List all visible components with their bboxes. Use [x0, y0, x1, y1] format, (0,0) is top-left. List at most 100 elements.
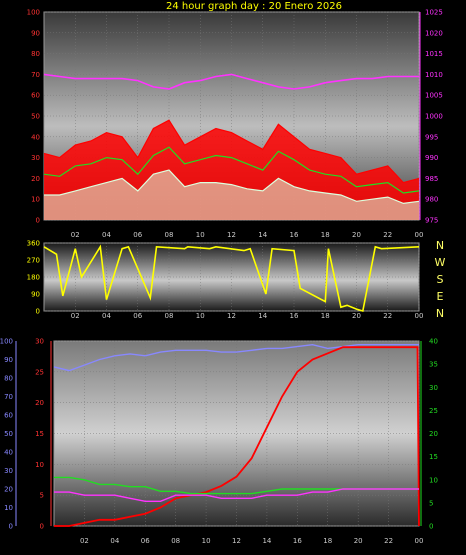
- humidity-tick-label: 30: [4, 467, 13, 475]
- time-tick-label: 20: [354, 537, 363, 545]
- time-tick-label: 08: [165, 312, 174, 320]
- pressure-tick-label: 985: [425, 175, 438, 183]
- humidity-tick-label: 90: [4, 356, 13, 364]
- wind-pressure-series: [43, 73, 420, 220]
- solar-tick-label: 25: [429, 407, 438, 415]
- white-series-area: [44, 170, 419, 220]
- solar-tick-label: 5: [429, 499, 433, 507]
- green-series-line: [43, 146, 420, 194]
- pressure-axis-ticks: 975 980 985 990 995 1000 1005 1010 1015 1020 1025: [419, 9, 443, 225]
- wind-speed-tick-label: 40: [31, 133, 40, 141]
- temperature-tick-label: 25: [35, 368, 44, 376]
- time-tick-label: 10: [196, 312, 205, 320]
- wind-direction-grid: [44, 242, 420, 312]
- magenta-series-line: [54, 488, 419, 502]
- direction-tick-label: 270: [27, 257, 40, 265]
- wind-direction-line: [43, 244, 420, 313]
- humidity-tick-label: 70: [4, 393, 13, 401]
- time-tick-label: 08: [165, 231, 174, 239]
- humidity-tick-label: 20: [4, 486, 13, 494]
- direction-tick-label: 180: [27, 274, 40, 282]
- wind-speed-tick-label: 60: [31, 92, 40, 100]
- time-tick-label: 02: [71, 312, 80, 320]
- time-tick-label: 04: [102, 231, 111, 239]
- humidity-tick-label: 10: [4, 504, 13, 512]
- time-tick-label: 16: [290, 231, 299, 239]
- wind-speed-tick-label: 50: [31, 113, 40, 121]
- wind-speed-tick-label: 80: [31, 50, 40, 58]
- temperature-humidity-time-ticks: 02 04 06 08 10 12 14 16 18 20 22 00: [80, 537, 424, 545]
- time-tick-label: 12: [232, 537, 241, 545]
- pressure-tick-label: 1015: [425, 50, 443, 58]
- solar-axis-ticks: 0 5 10 15 20 25 30 35 40: [420, 338, 438, 531]
- time-tick-label: 00: [415, 231, 424, 239]
- pressure-tick-label: 1020: [425, 29, 443, 37]
- time-tick-label: 22: [383, 312, 392, 320]
- blue-series-line: [53, 343, 419, 372]
- time-tick-label: 14: [258, 231, 267, 239]
- wind-pressure-time-ticks: 02 04 06 08 10 12 14 16 18 20 22 00: [71, 231, 424, 239]
- time-tick-label: 12: [227, 231, 236, 239]
- time-tick-label: 00: [415, 537, 424, 545]
- temperature-tick-label: 10: [35, 461, 44, 469]
- time-tick-label: 04: [110, 537, 119, 545]
- compass-label: N: [436, 239, 444, 252]
- magenta-series-line: [43, 73, 419, 90]
- pressure-tick-label: 990: [425, 154, 438, 162]
- compass-label: N: [436, 307, 444, 320]
- white-series-line: [44, 169, 420, 205]
- pressure-tick-label: 975: [425, 217, 438, 225]
- compass-label: E: [437, 290, 444, 303]
- wind-direction-time-ticks: 02 04 06 08 10 12 14 16 18 20 22 00: [71, 312, 424, 320]
- temperature-humidity-panel: 0 10 20 30 40 50 60 70 80 90 100 0 5 10 15 20 25 30 0 5 10…: [0, 338, 438, 546]
- solar-tick-label: 15: [429, 453, 438, 461]
- pressure-tick-label: 980: [425, 196, 438, 204]
- pressure-tick-label: 1005: [425, 92, 443, 100]
- time-tick-label: 06: [141, 537, 150, 545]
- red-series-line: [54, 346, 420, 527]
- pressure-tick-label: 1025: [425, 9, 443, 17]
- wind-speed-tick-label: 0: [36, 217, 40, 225]
- pressure-tick-label: 1010: [425, 71, 443, 79]
- direction-tick-label: 90: [31, 291, 40, 299]
- direction-tick-label: 360: [27, 240, 40, 248]
- time-tick-label: 18: [323, 537, 332, 545]
- time-tick-label: 14: [258, 312, 267, 320]
- time-tick-label: 04: [102, 312, 111, 320]
- wind-direction-series: [43, 244, 420, 313]
- solar-tick-label: 30: [429, 384, 438, 392]
- compass-label: S: [437, 273, 444, 286]
- time-tick-label: 02: [71, 231, 80, 239]
- humidity-tick-label: 60: [4, 412, 13, 420]
- humidity-tick-label: 40: [4, 449, 13, 457]
- time-tick-label: 00: [415, 312, 424, 320]
- time-tick-label: 22: [384, 537, 393, 545]
- humidity-axis-ticks: 0 10 20 30 40 50 60 70 80 90 100: [0, 338, 17, 531]
- solar-tick-label: 35: [429, 361, 438, 369]
- time-tick-label: 12: [227, 312, 236, 320]
- time-tick-label: 08: [171, 537, 180, 545]
- wind-speed-tick-label: 30: [31, 154, 40, 162]
- temperature-axis-ticks: 0 5 10 15 20 25 30: [35, 338, 52, 531]
- temperature-tick-label: 5: [40, 492, 44, 500]
- solar-tick-label: 40: [429, 338, 438, 346]
- humidity-tick-label: 50: [4, 430, 13, 438]
- wind-speed-tick-label: 100: [27, 9, 40, 17]
- time-tick-label: 20: [352, 231, 361, 239]
- compass-label: W: [435, 256, 446, 269]
- humidity-tick-label: 0: [9, 523, 13, 531]
- temperature-tick-label: 15: [35, 430, 44, 438]
- time-tick-label: 18: [321, 312, 330, 320]
- red-series-line: [43, 119, 420, 184]
- time-tick-label: 10: [202, 537, 211, 545]
- wind-speed-tick-label: 90: [31, 29, 40, 37]
- time-tick-label: 16: [290, 312, 299, 320]
- time-tick-label: 18: [321, 231, 330, 239]
- humidity-tick-label: 80: [4, 375, 13, 383]
- solar-tick-label: 10: [429, 476, 438, 484]
- temperature-humidity-series: [53, 343, 420, 527]
- solar-tick-label: 0: [429, 523, 433, 531]
